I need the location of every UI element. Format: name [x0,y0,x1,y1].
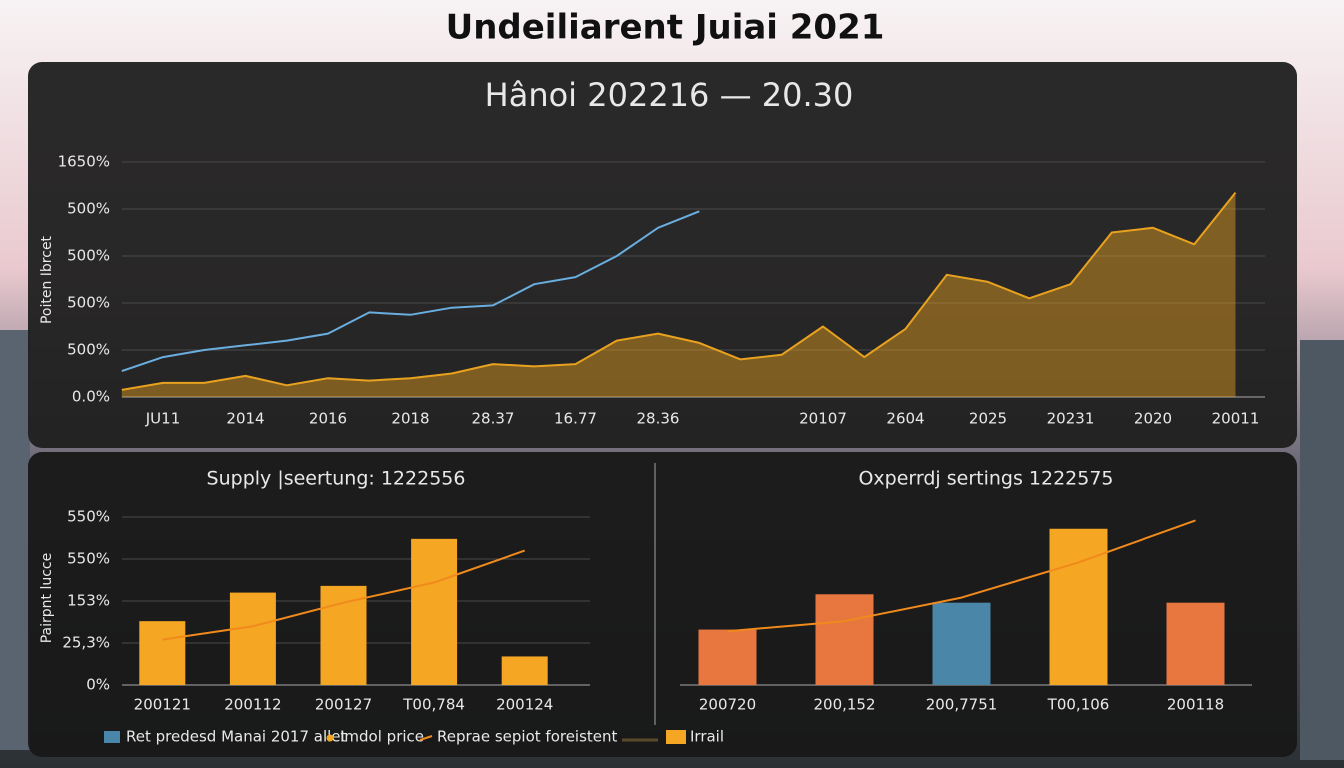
y-tick-label: 550% [67,508,110,526]
x-tick-label: 2014 [226,410,264,428]
chart-title: Supply |seertung: 1222556 [207,468,466,490]
legend-label: Ret predesd Manai 2017 allet [126,728,347,746]
bar [320,585,367,685]
y-tick-label: 25,3% [62,634,110,652]
y-tick-label: 550% [67,550,110,568]
top-panel [28,62,1297,448]
y-axis-label: Pairpnt lucce [39,553,55,644]
bar [815,594,874,685]
y-tick-label: 0.0% [72,388,110,406]
x-tick-label: 20231 [1047,410,1095,428]
x-tick-label: 28.37 [472,410,515,428]
x-tick-label: 28.36 [637,410,680,428]
legend-swatch [326,734,334,742]
y-tick-label: 1650% [58,153,110,171]
line [121,191,1237,391]
page-title: Undeiliarent Juiai 2021 [446,8,885,48]
x-tick-label: 200112 [224,696,281,714]
x-tick-label: 2018 [391,410,429,428]
bar [229,592,276,685]
x-tick-label: 2604 [886,410,924,428]
x-tick-label: T00,106 [1047,696,1110,714]
y-tick-label: 500% [67,247,110,265]
x-tick-label: 200121 [134,696,191,714]
area [121,192,1236,397]
x-tick-label: JU11 [145,410,181,428]
chart-title: Oxperrdj sertings 1222575 [858,468,1113,490]
bar [698,629,757,685]
building [0,330,30,750]
line [162,549,526,641]
bar [501,656,548,685]
y-tick-label: 500% [67,200,110,218]
x-tick-label: 200127 [315,696,372,714]
x-tick-label: 200,7751 [926,696,998,714]
x-tick-label: 16.77 [554,410,597,428]
x-tick-label: 20011 [1212,410,1260,428]
x-tick-label: 200124 [496,696,553,714]
y-axis-label: Poiten Ibrcet [39,235,55,324]
legend-label: Irrail [690,728,724,746]
bar [139,621,186,685]
y-tick-label: 0% [86,676,110,694]
legend-label: Reprae sepiot foreistent [437,728,618,746]
bar [1049,528,1108,685]
x-tick-label: 2025 [969,410,1007,428]
bar [411,538,458,685]
bar [1166,602,1225,685]
legend-swatch [419,735,433,741]
chart-title: Hânoi 202216 — 20.30 [485,76,854,114]
y-tick-label: 153% [67,592,110,610]
line [727,519,1196,633]
y-tick-label: 500% [67,294,110,312]
line [121,210,700,373]
legend-swatch [666,730,686,744]
building [1300,340,1344,760]
legend-swatch [104,731,120,743]
x-tick-label: 2020 [1134,410,1172,428]
x-tick-label: 2016 [309,410,347,428]
x-tick-label: 20107 [799,410,847,428]
y-tick-label: 500% [67,341,110,359]
x-tick-label: T00,784 [402,696,465,714]
bar [932,602,991,685]
legend-label: Imdol price [340,728,424,746]
x-tick-label: 200,152 [813,696,875,714]
x-tick-label: 200118 [1167,696,1224,714]
x-tick-label: 200720 [699,696,756,714]
